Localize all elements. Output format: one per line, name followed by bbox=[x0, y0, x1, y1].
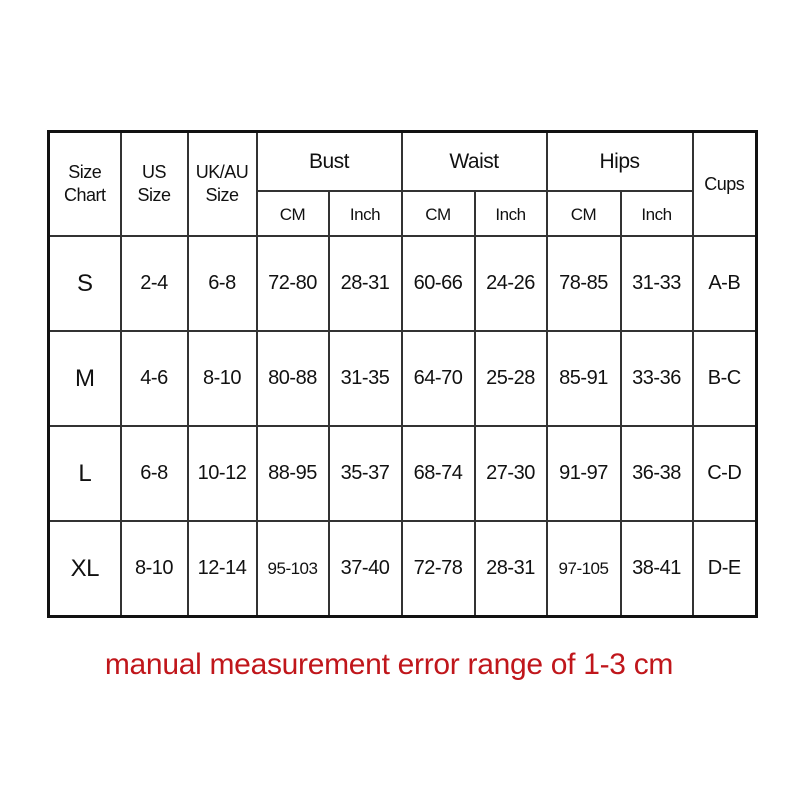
cell-ukau: 6-8 bbox=[186, 235, 258, 332]
cell-bust-in: 31-35 bbox=[327, 330, 403, 427]
cell-bust-cm: 80-88 bbox=[255, 330, 330, 427]
header-hips: Hips bbox=[545, 130, 694, 192]
table-row: S 2-4 6-8 72-80 28-31 60-66 24-26 78-85 31-33 A-B bbox=[47, 235, 758, 332]
cell-bust-in: 28-31 bbox=[327, 235, 403, 332]
cell-hips-cm: 85-91 bbox=[545, 330, 622, 427]
measurement-note: manual measurement error range of 1-3 cm bbox=[104, 648, 674, 681]
cell-waist-in: 28-31 bbox=[473, 520, 548, 618]
table-row: M 4-6 8-10 80-88 31-35 64-70 25-28 85-91 33-36 B-… bbox=[47, 330, 758, 427]
cell-waist-cm: 68-74 bbox=[400, 425, 476, 522]
header-us-size: US Size bbox=[119, 130, 189, 237]
cell-waist-cm: 60-66 bbox=[400, 235, 476, 332]
cell-size: M bbox=[47, 330, 122, 427]
cell-us: 8-10 bbox=[119, 520, 189, 618]
cell-hips-in: 33-36 bbox=[619, 330, 694, 427]
header-bust-inch: Inch bbox=[327, 190, 403, 237]
header-bust: Bust bbox=[255, 130, 403, 192]
cell-hips-cm: 91-97 bbox=[545, 425, 622, 522]
cell-size: XL bbox=[47, 520, 122, 618]
cell-hips-in: 36-38 bbox=[619, 425, 694, 522]
cell-waist-in: 24-26 bbox=[473, 235, 548, 332]
header-bust-cm: CM bbox=[255, 190, 330, 237]
header-waist-inch: Inch bbox=[473, 190, 548, 237]
cell-bust-cm: 72-80 bbox=[255, 235, 330, 332]
cell-waist-in: 27-30 bbox=[473, 425, 548, 522]
cell-cups: B-C bbox=[691, 330, 758, 427]
cell-ukau: 8-10 bbox=[186, 330, 258, 427]
header-ukau-size: UK/AU Size bbox=[186, 130, 258, 237]
cell-us: 2-4 bbox=[119, 235, 189, 332]
cell-cups: C-D bbox=[691, 425, 758, 522]
header-waist: Waist bbox=[400, 130, 548, 192]
cell-cups: D-E bbox=[691, 520, 758, 618]
header-waist-cm: CM bbox=[400, 190, 476, 237]
table-row: XL 8-10 12-14 95-103 37-40 72-78 28-31 97-105 38… bbox=[47, 520, 758, 618]
cell-cups: A-B bbox=[691, 235, 758, 332]
header-hips-inch: Inch bbox=[619, 190, 694, 237]
header-cups: Cups bbox=[691, 130, 758, 237]
cell-waist-cm: 64-70 bbox=[400, 330, 476, 427]
cell-hips-cm: 78-85 bbox=[545, 235, 622, 332]
cell-hips-cm: 97-105 bbox=[545, 520, 622, 618]
size-chart-table: Size Chart US Size UK/AU Size Bust Waist Hi… bbox=[47, 130, 758, 618]
header-size-chart: Size Chart bbox=[47, 130, 122, 237]
cell-bust-in: 37-40 bbox=[327, 520, 403, 618]
cell-waist-cm: 72-78 bbox=[400, 520, 476, 618]
cell-bust-cm: 95-103 bbox=[255, 520, 330, 618]
cell-us: 6-8 bbox=[119, 425, 189, 522]
cell-ukau: 10-12 bbox=[186, 425, 258, 522]
cell-waist-in: 25-28 bbox=[473, 330, 548, 427]
cell-bust-cm: 88-95 bbox=[255, 425, 330, 522]
cell-us: 4-6 bbox=[119, 330, 189, 427]
header-hips-cm: CM bbox=[545, 190, 622, 237]
cell-size: S bbox=[47, 235, 122, 332]
cell-ukau: 12-14 bbox=[186, 520, 258, 618]
cell-hips-in: 38-41 bbox=[619, 520, 694, 618]
cell-size: L bbox=[47, 425, 122, 522]
cell-hips-in: 31-33 bbox=[619, 235, 694, 332]
cell-bust-in: 35-37 bbox=[327, 425, 403, 522]
table-row: L 6-8 10-12 88-95 35-37 68-74 27-30 91-97 36-38 C… bbox=[47, 425, 758, 522]
